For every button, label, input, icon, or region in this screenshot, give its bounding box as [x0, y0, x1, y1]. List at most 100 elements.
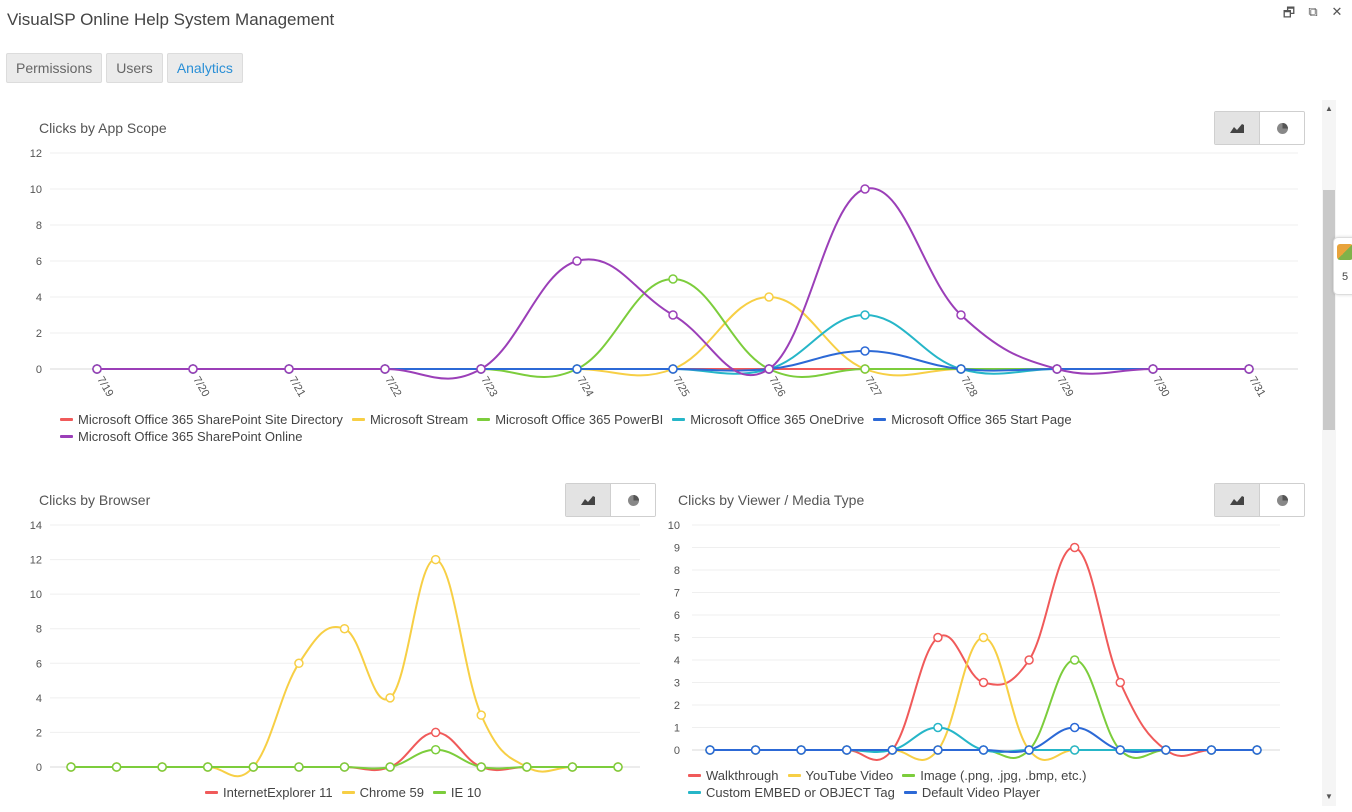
legend-item[interactable]: Microsoft Office 365 SharePoint Site Dir…	[60, 412, 343, 427]
data-point[interactable]	[933, 632, 943, 643]
data-point[interactable]	[860, 310, 870, 320]
data-point[interactable]	[750, 745, 761, 755]
legend-item[interactable]: Chrome 59	[341, 785, 424, 800]
series-line-microsoft-office-365-powerbi[interactable]	[96, 277, 1249, 378]
data-point[interactable]	[92, 364, 102, 374]
line-chart-view-button[interactable]	[1215, 484, 1260, 516]
data-point[interactable]	[567, 762, 578, 772]
tab-permissions[interactable]: Permissions	[6, 53, 103, 83]
data-point[interactable]	[522, 762, 532, 772]
data-point[interactable]	[860, 346, 870, 356]
data-point[interactable]	[668, 364, 678, 374]
series-line-chrome-59[interactable]	[71, 558, 618, 778]
series-line-walkthrough[interactable]	[710, 546, 1257, 761]
data-point[interactable]	[1069, 655, 1080, 665]
tab-analytics[interactable]: Analytics	[166, 53, 243, 83]
data-point[interactable]	[430, 554, 441, 565]
data-point[interactable]	[933, 722, 943, 733]
close-icon[interactable]: ✕	[1331, 4, 1343, 19]
data-point[interactable]	[188, 364, 198, 374]
data-point[interactable]	[933, 745, 943, 755]
page-scrollbar[interactable]: ▲ ▼	[1322, 100, 1336, 806]
data-point[interactable]	[248, 762, 259, 772]
data-point[interactable]	[1069, 722, 1080, 733]
data-point[interactable]	[476, 710, 486, 720]
data-point[interactable]	[1024, 745, 1034, 755]
data-point[interactable]	[796, 745, 806, 755]
help-widget-tab[interactable]: 5	[1333, 237, 1352, 295]
pie-chart-view-button[interactable]	[611, 484, 655, 516]
data-point[interactable]	[956, 364, 966, 374]
data-point[interactable]	[1161, 745, 1171, 755]
data-point[interactable]	[764, 292, 774, 302]
line-chart-view-button[interactable]	[1215, 112, 1260, 144]
data-point[interactable]	[668, 274, 678, 284]
data-point[interactable]	[668, 310, 678, 320]
data-point[interactable]	[613, 762, 623, 772]
data-point[interactable]	[860, 364, 870, 374]
data-point[interactable]	[380, 364, 390, 374]
data-point[interactable]	[476, 762, 486, 772]
data-point[interactable]	[705, 745, 715, 755]
data-point[interactable]	[1244, 364, 1254, 374]
legend-item[interactable]: Microsoft Office 365 OneDrive	[672, 412, 864, 427]
data-point[interactable]	[956, 310, 966, 320]
data-point[interactable]	[1148, 364, 1158, 374]
legend-item[interactable]: Microsoft Office 365 PowerBI	[477, 412, 663, 427]
data-point[interactable]	[1115, 677, 1125, 688]
data-point[interactable]	[1115, 745, 1125, 755]
data-point[interactable]	[476, 364, 486, 374]
data-point[interactable]	[887, 745, 898, 755]
data-point[interactable]	[66, 762, 76, 772]
data-point[interactable]	[842, 745, 852, 755]
data-point[interactable]	[1069, 542, 1080, 553]
popout-icon[interactable]: ⧉	[1308, 4, 1318, 19]
data-point[interactable]	[385, 693, 395, 703]
legend-item[interactable]: Walkthrough	[688, 768, 779, 783]
legend-item[interactable]: InternetExplorer 11	[205, 785, 333, 800]
data-point[interactable]	[284, 364, 294, 374]
legend-item[interactable]: IE 10	[432, 785, 481, 800]
series-line-youtube-video[interactable]	[710, 636, 1257, 761]
data-point[interactable]	[978, 745, 989, 755]
line-chart-view-button[interactable]	[566, 484, 611, 516]
data-point[interactable]	[860, 184, 870, 194]
legend-item[interactable]: Image (.png, .jpg, .bmp, etc.)	[902, 768, 1086, 783]
data-point[interactable]	[203, 762, 213, 772]
restore-icon[interactable]: 🗗	[1282, 5, 1296, 20]
data-point[interactable]	[111, 762, 122, 772]
data-point[interactable]	[572, 256, 582, 266]
scroll-up-icon[interactable]: ▲	[1325, 104, 1333, 113]
scroll-down-icon[interactable]: ▼	[1325, 792, 1333, 801]
data-point[interactable]	[978, 632, 989, 643]
scroll-thumb[interactable]	[1323, 190, 1335, 430]
series-line-microsoft-office-365-sharepoint-online[interactable]	[96, 187, 1249, 380]
data-point[interactable]	[1024, 655, 1034, 665]
legend-item[interactable]: Microsoft Office 365 SharePoint Online	[60, 429, 303, 444]
data-point[interactable]	[157, 762, 167, 772]
data-point[interactable]	[572, 364, 582, 374]
tab-users[interactable]: Users	[106, 53, 163, 83]
legend-item[interactable]: Default Video Player	[903, 785, 1040, 800]
data-point[interactable]	[764, 364, 774, 374]
pie-chart-view-button[interactable]	[1260, 112, 1304, 144]
data-point[interactable]	[1206, 745, 1217, 755]
data-point[interactable]	[1252, 745, 1262, 755]
data-point[interactable]	[385, 762, 395, 772]
data-point[interactable]	[294, 658, 304, 669]
data-point[interactable]	[339, 623, 350, 634]
data-point[interactable]	[1069, 745, 1080, 755]
legend-item[interactable]: Custom EMBED or OBJECT Tag	[688, 785, 895, 800]
legend-item[interactable]: Microsoft Stream	[351, 412, 468, 427]
data-point[interactable]	[978, 677, 989, 688]
pie-chart-view-button[interactable]	[1260, 484, 1304, 516]
data-point[interactable]	[339, 762, 350, 772]
legend-item[interactable]: Microsoft Office 365 Start Page	[873, 412, 1072, 427]
data-point[interactable]	[430, 744, 441, 755]
series-line-microsoft-stream[interactable]	[96, 295, 1249, 377]
data-point[interactable]	[430, 727, 441, 738]
data-point[interactable]	[1052, 364, 1062, 374]
data-point[interactable]	[294, 762, 304, 772]
legend-item[interactable]: YouTube Video	[787, 768, 893, 783]
series-line-image-png-jpg-bmp-etc[interactable]	[710, 658, 1257, 759]
